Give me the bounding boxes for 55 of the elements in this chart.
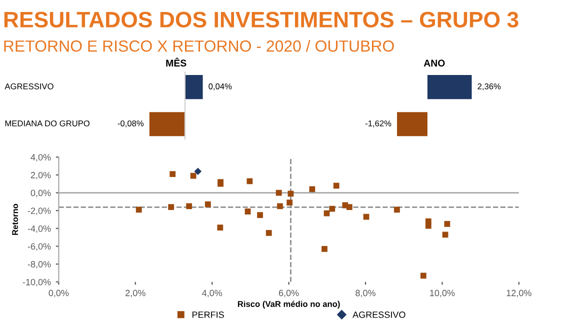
- point: [363, 214, 370, 220]
- y-tick-label: 0,0%: [30, 190, 51, 198]
- point: [444, 221, 450, 227]
- x-tick-label: 2,0%: [126, 290, 146, 298]
- chart-title: MÊS: [166, 58, 186, 67]
- x-tick-label: 6,0%: [278, 290, 299, 298]
- data-label: -1,62%: [365, 120, 392, 128]
- point: [329, 206, 336, 212]
- point: [217, 224, 224, 230]
- y-tick-label: -10,0%: [22, 278, 51, 286]
- point: [394, 206, 400, 213]
- point: [277, 203, 283, 210]
- data-label: 2,36%: [478, 83, 501, 90]
- point: [204, 201, 211, 208]
- data-label: 0,04%: [208, 83, 232, 90]
- y-tick-label: MEDIANA DO GRUPO: [5, 120, 90, 126]
- point: [244, 208, 251, 214]
- point: [246, 178, 253, 184]
- x-tick-label: 8,0%: [356, 290, 376, 298]
- y-tick-label: -2,0%: [28, 208, 51, 216]
- x-tick-label: 12,0%: [506, 290, 532, 298]
- point: [276, 190, 282, 196]
- point: [170, 171, 176, 178]
- point: [333, 182, 340, 189]
- point: [136, 206, 142, 213]
- point: [425, 222, 432, 229]
- y-tick-label: -6,0%: [28, 243, 51, 251]
- y-tick-label: AGRESSIVO: [4, 83, 54, 90]
- point: [266, 230, 272, 236]
- y-axis-title: Retorno: [12, 204, 18, 235]
- point: [190, 172, 196, 179]
- point: [257, 212, 263, 218]
- point: [420, 272, 426, 279]
- y-tick-label: -4,0%: [28, 225, 51, 233]
- y-tick-label: 4,0%: [30, 154, 51, 162]
- point: [288, 190, 294, 197]
- x-tick-label: 10,0%: [430, 290, 455, 298]
- point: [286, 200, 293, 206]
- legend-label: AGRESSIVO: [352, 312, 406, 318]
- x-tick-label: 0,0%: [48, 290, 69, 298]
- point: [442, 232, 448, 238]
- point: [186, 203, 192, 210]
- x-tick-label: 4,0%: [202, 290, 222, 298]
- text: RESULTADOS DOS INVESTIMENTOS – GRUPO 3: [4, 12, 518, 28]
- point: [346, 204, 352, 210]
- y-tick-label: 2,0%: [30, 172, 51, 180]
- point: [194, 168, 202, 176]
- text: RETORNO E RISCO X RETORNO - 2020 / OUTUBRO: [4, 40, 394, 52]
- chart-title: ANO: [424, 60, 445, 67]
- point: [322, 246, 328, 252]
- y-tick-label: -8,0%: [28, 261, 51, 269]
- data-label: -0,08%: [118, 120, 144, 128]
- x-axis-title: Risco (VaR médio no ano): [238, 300, 340, 309]
- legend-label: PERFIS: [192, 312, 224, 318]
- point: [168, 204, 174, 210]
